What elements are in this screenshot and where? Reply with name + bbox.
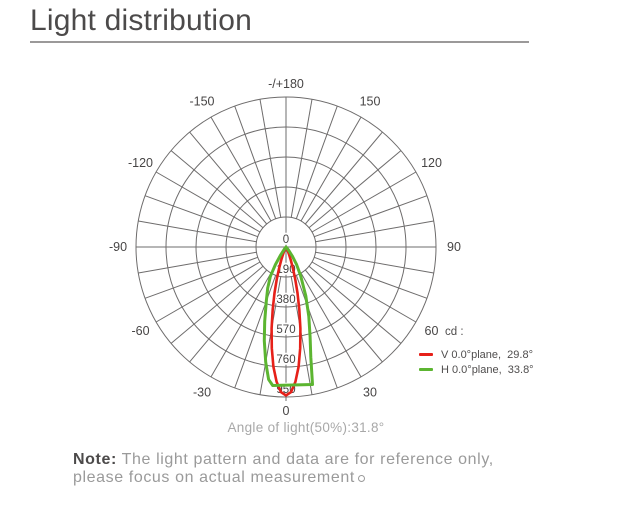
grid-spoke xyxy=(189,131,268,225)
series-h-0-0-plane xyxy=(262,245,314,387)
h-plane-label: H 0.0°plane, 33.8° xyxy=(441,363,534,376)
angle-tick-label--30: -30 xyxy=(193,386,211,400)
ideographic-full-stop xyxy=(357,475,365,482)
grid-spoke xyxy=(234,105,277,219)
grid-spoke xyxy=(170,265,264,344)
radial-tick-label-760: 760 xyxy=(276,354,295,366)
note-text-2: please focus on actual measurement xyxy=(73,469,355,486)
grid-spoke xyxy=(189,269,268,363)
angle-tick-label-90: 90 xyxy=(447,240,461,254)
grid-spoke xyxy=(300,272,362,378)
grid-spoke xyxy=(138,251,257,274)
grid-spoke xyxy=(304,131,383,225)
grid-spoke xyxy=(210,272,272,378)
grid-spoke xyxy=(144,195,258,238)
grid-spoke xyxy=(311,261,417,323)
grid-spoke xyxy=(155,171,261,233)
legend: cd : V 0.0°plane, 29.8° H 0.0°plane, 33.… xyxy=(419,326,534,377)
angle-tick-label-60: 60 xyxy=(425,324,439,338)
beam-angle-caption: Angle of light(50%):31.8° xyxy=(227,420,385,435)
grid-spoke xyxy=(210,116,272,222)
note-line-1: Note: The light pattern and data are for… xyxy=(73,451,593,469)
h-plane-line-swatch xyxy=(419,368,433,371)
legend-row-h-plane: H 0.0°plane, 33.8° xyxy=(419,362,534,377)
angle-tick-label--150: -150 xyxy=(189,95,214,109)
note: Note: The light pattern and data are for… xyxy=(73,451,593,487)
grid-spoke xyxy=(315,251,434,274)
angle-tick-label--120: -120 xyxy=(128,156,153,170)
page-title: Light distribution xyxy=(30,4,253,37)
grid-spoke xyxy=(138,220,257,243)
grid-spoke xyxy=(295,105,338,219)
angle-tick-label-150: 150 xyxy=(360,95,381,109)
grid-spoke xyxy=(314,256,428,299)
title-underline xyxy=(30,41,529,43)
note-line-2: please focus on actual measurement xyxy=(73,469,593,487)
grid-spoke xyxy=(259,99,282,218)
series-v-0-0-plane xyxy=(270,245,302,397)
radial-tick-label-380: 380 xyxy=(276,294,295,306)
angle-tick-label-30: 30 xyxy=(363,386,377,400)
angle-tick-label--90: -90 xyxy=(109,240,127,254)
note-text-1: The light pattern and data are for refer… xyxy=(121,451,494,468)
v-plane-line-swatch xyxy=(419,353,433,356)
grid-spoke xyxy=(300,116,362,222)
legend-row-v-plane: V 0.0°plane, 29.8° xyxy=(419,347,534,362)
grid-spoke xyxy=(144,256,258,299)
grid-spoke xyxy=(295,275,338,389)
grid-spoke xyxy=(308,150,402,229)
v-plane-label: V 0.0°plane, 29.8° xyxy=(441,348,533,361)
radial-tick-label-570: 570 xyxy=(276,324,295,336)
grid-spoke xyxy=(308,265,402,344)
note-label: Note: xyxy=(73,451,117,468)
grid-spoke xyxy=(311,171,417,233)
grid-spoke xyxy=(155,261,261,323)
grid-spoke xyxy=(304,269,383,363)
grid-spoke xyxy=(315,220,434,243)
angle-tick-label--60: -60 xyxy=(131,324,149,338)
grid-spoke xyxy=(290,99,313,218)
angle-tick-label--/+180: -/+180 xyxy=(268,77,304,91)
angle-tick-label-0: 0 xyxy=(283,404,290,418)
angle-tick-label-120: 120 xyxy=(421,156,442,170)
grid-spoke xyxy=(170,150,264,229)
radial-tick-label-0: 0 xyxy=(283,234,289,246)
legend-title: cd : xyxy=(445,326,464,338)
grid-spoke xyxy=(314,195,428,238)
grid-spoke xyxy=(234,275,277,389)
